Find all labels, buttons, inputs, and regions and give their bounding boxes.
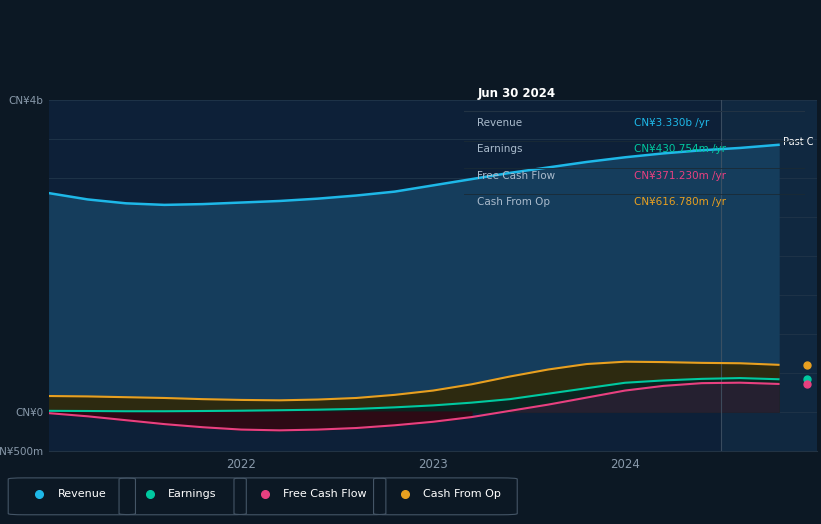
- Text: CN¥3.330b /yr: CN¥3.330b /yr: [635, 118, 709, 128]
- Text: CN¥616.780m /yr: CN¥616.780m /yr: [635, 197, 727, 207]
- Text: CN¥430.754m /yr: CN¥430.754m /yr: [635, 144, 727, 154]
- Text: Earnings: Earnings: [168, 489, 217, 499]
- Text: Cash From Op: Cash From Op: [423, 489, 501, 499]
- Text: Jun 30 2024: Jun 30 2024: [478, 87, 556, 100]
- Text: Free Cash Flow: Free Cash Flow: [478, 171, 556, 181]
- Text: Revenue: Revenue: [478, 118, 523, 128]
- Text: CN¥371.230m /yr: CN¥371.230m /yr: [635, 171, 727, 181]
- Text: Revenue: Revenue: [57, 489, 106, 499]
- Text: Past C: Past C: [782, 137, 813, 147]
- Text: Earnings: Earnings: [478, 144, 523, 154]
- Bar: [721, 100, 817, 451]
- Text: Cash From Op: Cash From Op: [478, 197, 551, 207]
- Text: Free Cash Flow: Free Cash Flow: [283, 489, 367, 499]
